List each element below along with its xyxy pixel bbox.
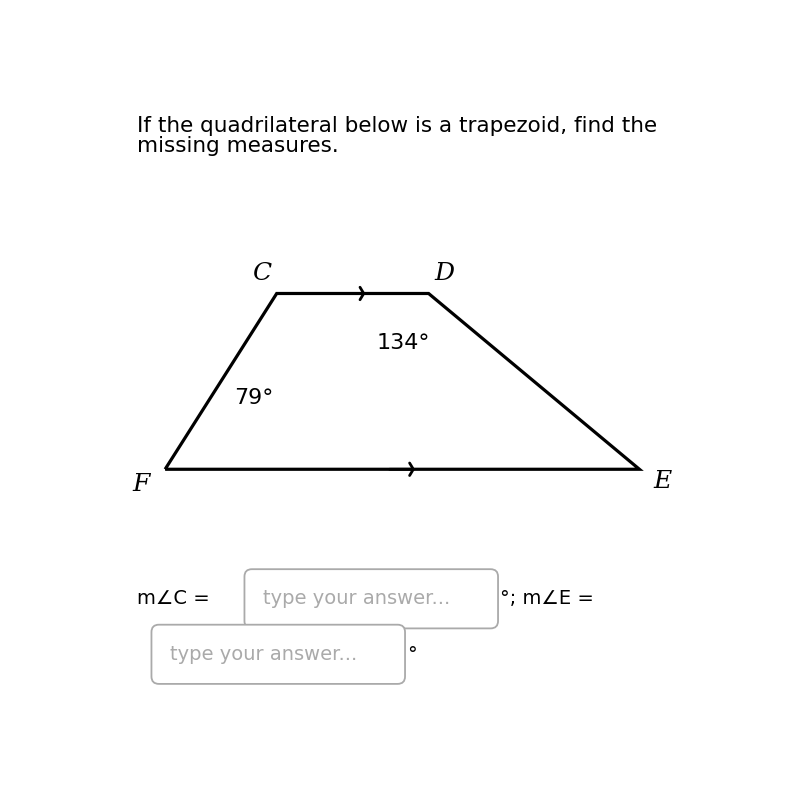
Text: m∠C =: m∠C = <box>138 590 216 608</box>
Text: type your answer...: type your answer... <box>170 645 358 664</box>
Text: type your answer...: type your answer... <box>263 590 450 608</box>
Text: 79°: 79° <box>234 388 274 409</box>
FancyBboxPatch shape <box>245 570 498 629</box>
FancyBboxPatch shape <box>151 625 405 684</box>
Text: °; m∠E =: °; m∠E = <box>500 590 594 608</box>
Text: 134°: 134° <box>377 333 430 352</box>
Text: C: C <box>252 262 270 285</box>
Text: If the quadrilateral below is a trapezoid, find the: If the quadrilateral below is a trapezoi… <box>138 116 658 136</box>
Text: D: D <box>434 262 454 285</box>
Text: °: ° <box>407 645 417 664</box>
Text: missing measures.: missing measures. <box>138 136 339 156</box>
Text: E: E <box>654 470 672 493</box>
Text: F: F <box>133 473 150 496</box>
